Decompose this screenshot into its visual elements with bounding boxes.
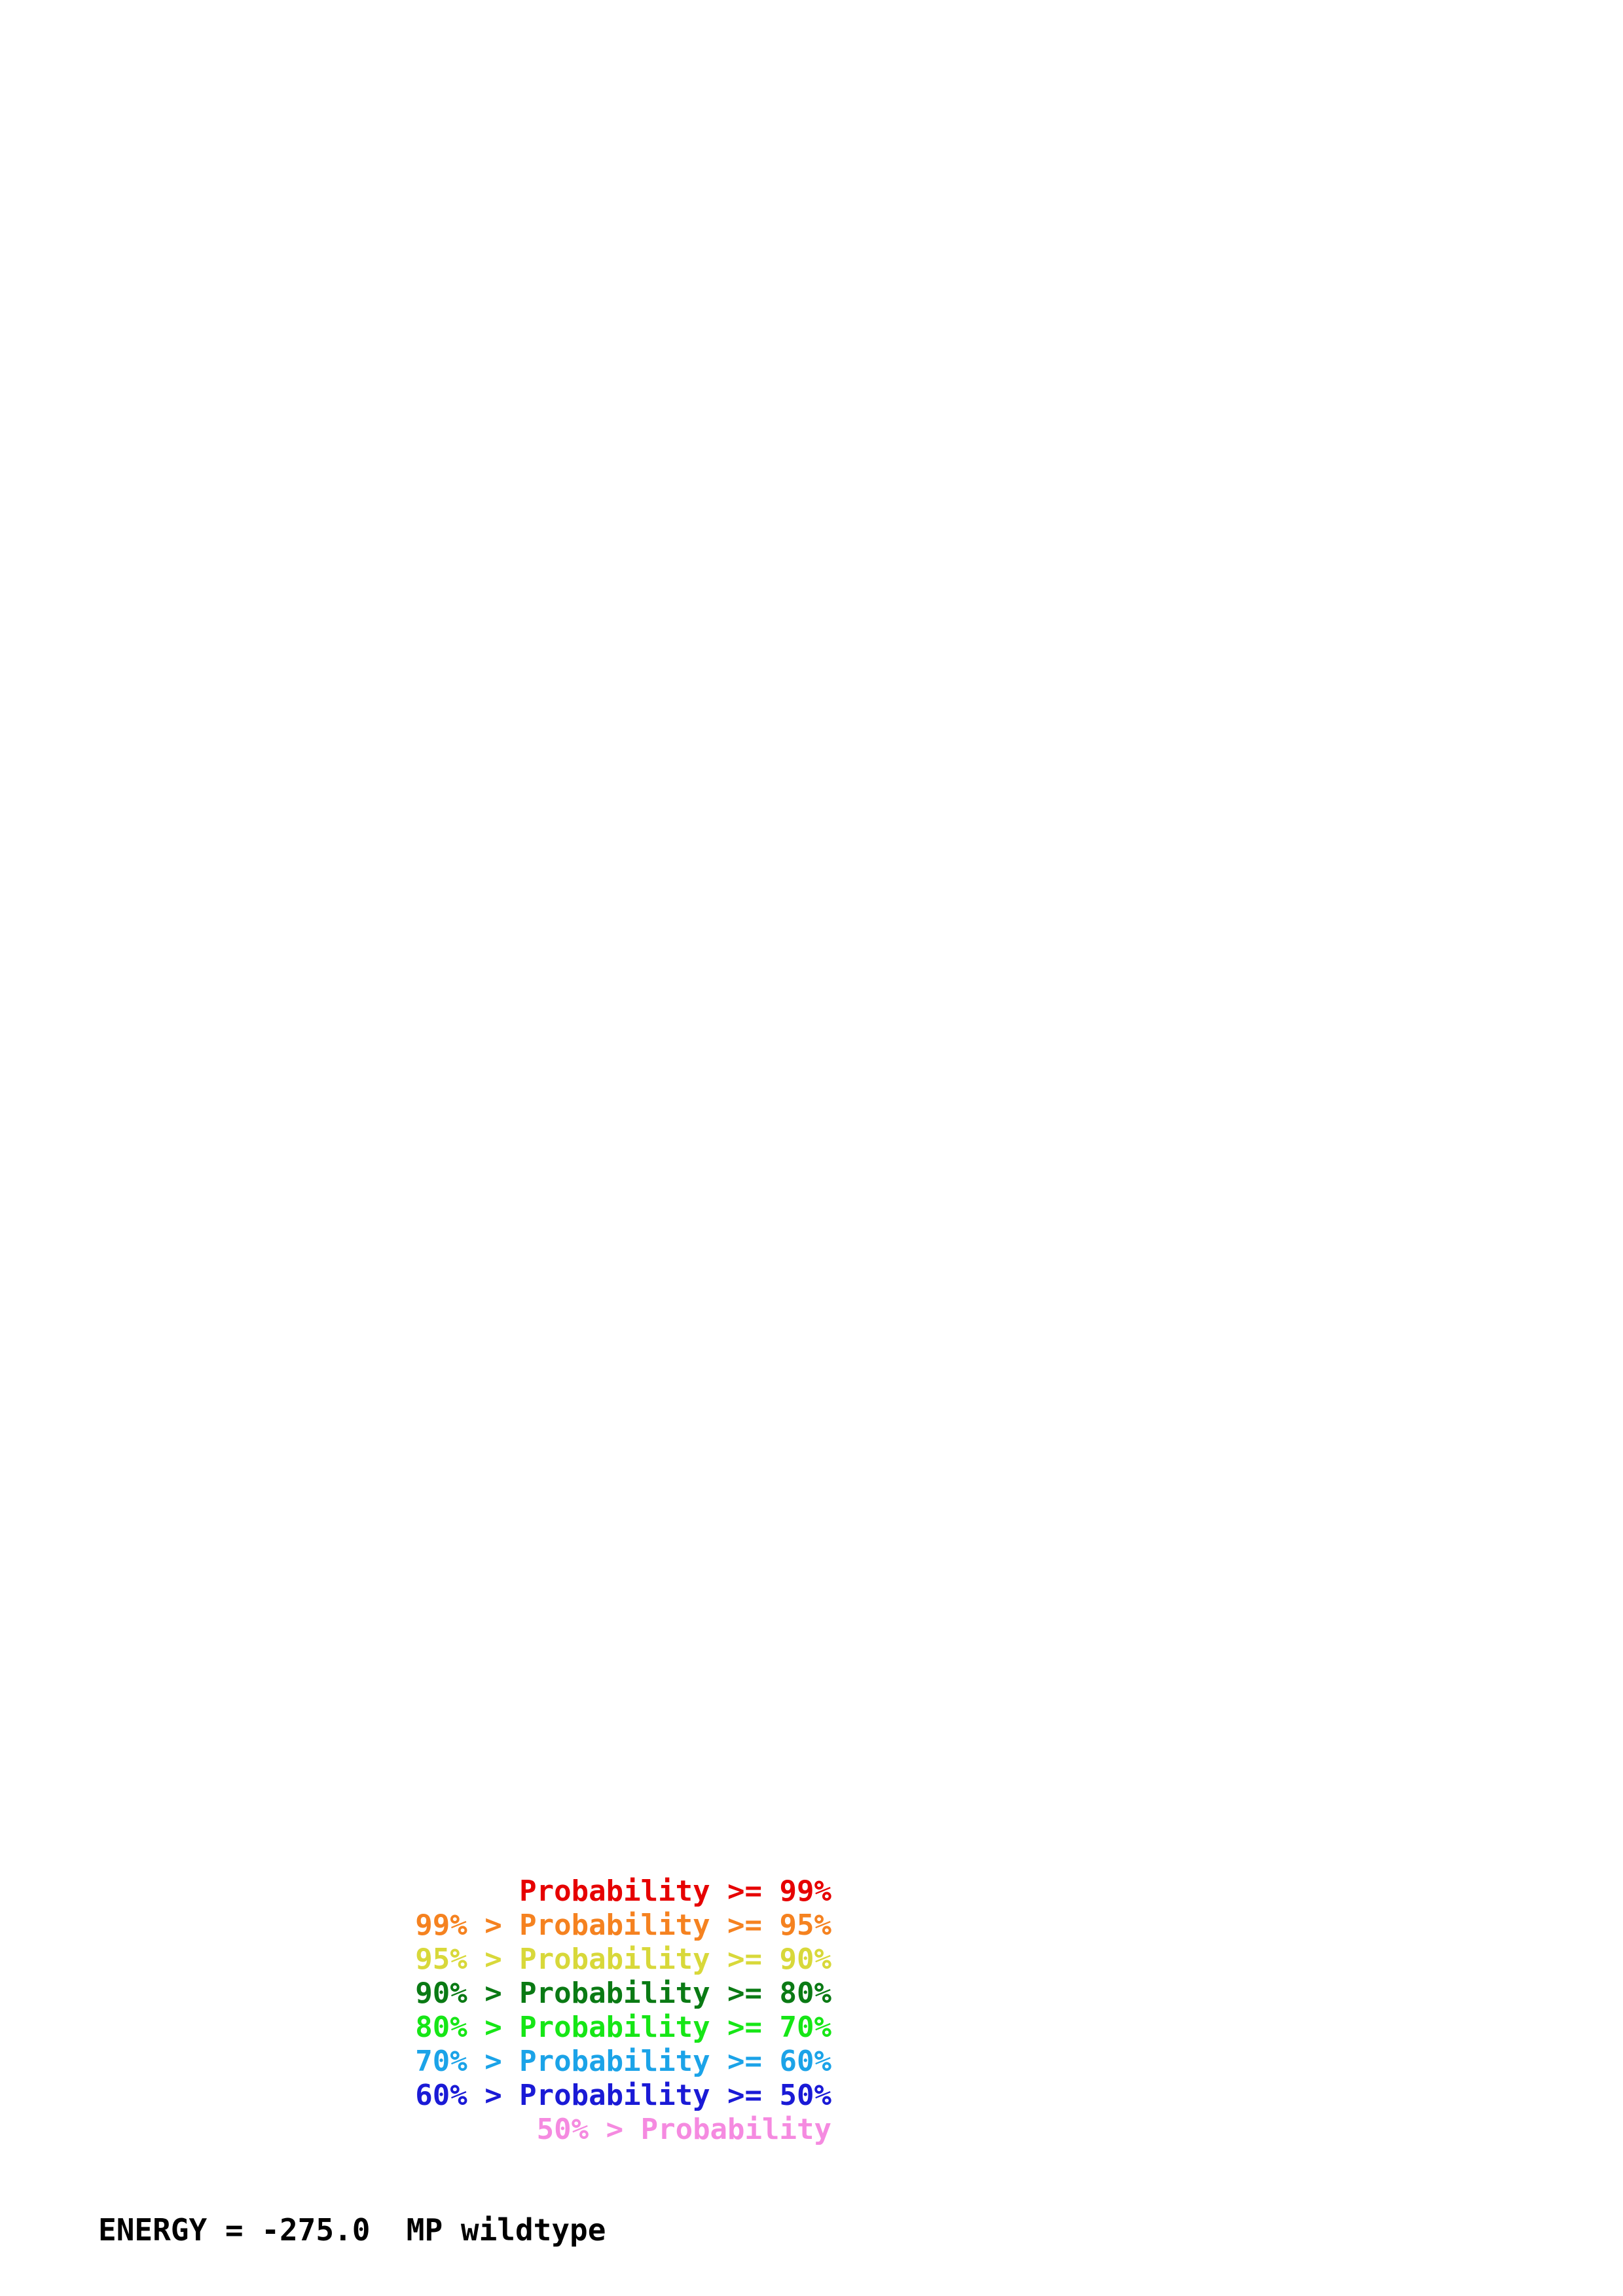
legend-row-95: 99% > Probability >= 95% (0, 1840, 1623, 1942)
legend-row-below50: 50% > Probability (0, 2045, 1623, 2146)
legend-row-90: 95% > Probability >= 90% (0, 1874, 1623, 1976)
legend-label-below50: 50% > Probability (536, 2113, 831, 2146)
structure-canvas (0, 0, 1623, 1636)
legend-label-80: 90% > Probability >= 80% (415, 1977, 831, 2010)
legend-row-99: Probability >= 99% (0, 1806, 1623, 1908)
legend-row-70: 80% > Probability >= 70% (0, 1943, 1623, 2044)
legend-label-99: Probability >= 99% (519, 1874, 831, 1908)
legend-label-50: 60% > Probability >= 50% (415, 2079, 831, 2112)
legend-label-70: 80% > Probability >= 70% (415, 2011, 831, 2044)
rna-structure-diagram (0, 0, 1623, 1636)
energy-text: ENERGY = -275.0 MP wildtype (98, 2212, 606, 2248)
probability-legend: Probability >= 99% 99% > Probability >= … (0, 1806, 1623, 2146)
energy-line: ENERGY = -275.0 MP wildtype (0, 2212, 1623, 2248)
legend-label-95: 99% > Probability >= 95% (415, 1909, 831, 1942)
legend-label-90: 95% > Probability >= 90% (415, 1943, 831, 1976)
legend-row-80: 90% > Probability >= 80% (0, 1909, 1623, 2010)
legend-row-50: 60% > Probability >= 50% (0, 2011, 1623, 2112)
diagram-background (0, 0, 1623, 1636)
legend-row-60: 70% > Probability >= 60% (0, 1977, 1623, 2078)
legend-label-60: 70% > Probability >= 60% (415, 2045, 831, 2078)
